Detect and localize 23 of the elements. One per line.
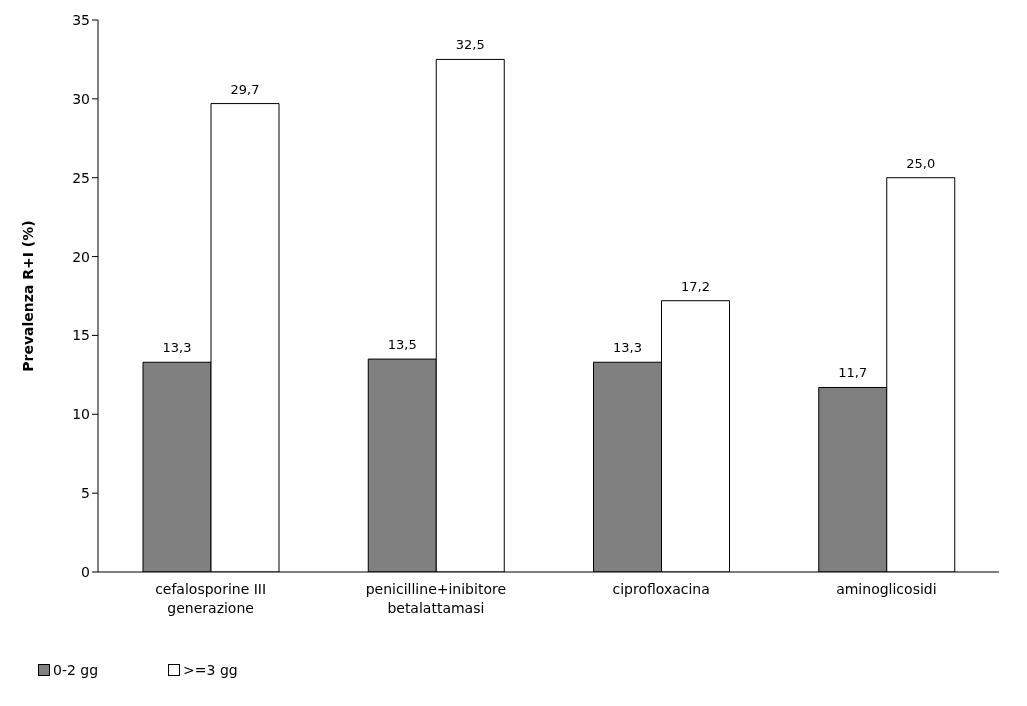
data-label: 25,0	[906, 155, 936, 171]
data-label: 32,5	[455, 37, 485, 53]
legend-label: 0-2 gg	[52, 662, 99, 678]
data-label: 29,7	[230, 81, 260, 97]
x-tick-label: aminoglicosidi	[836, 581, 937, 597]
y-axis-title: Prevalenza R+I (%)	[19, 220, 36, 372]
y-tick-label: 10	[72, 406, 90, 423]
legend-label: >=3 gg	[182, 662, 238, 678]
x-tick-label: ciprofloxacina	[612, 581, 710, 597]
data-label: 13,3	[162, 340, 192, 356]
x-tick-label: penicilline+inibitore betalattamasi	[365, 581, 507, 616]
data-label: 13,3	[613, 340, 642, 356]
y-tick-label: 5	[81, 485, 90, 502]
y-tick-label: 35	[72, 11, 90, 28]
y-tick-label: 15	[72, 327, 90, 344]
data-label: 13,5	[387, 337, 417, 353]
y-tick-label: 20	[72, 248, 90, 265]
y-tick-label: 0	[81, 563, 90, 580]
y-tick-label: 30	[72, 90, 90, 107]
y-tick-label: 25	[72, 169, 90, 186]
x-tick-label: cefalosporine III generazione	[155, 581, 267, 616]
data-label: 11,7	[838, 365, 868, 381]
data-label: 17,2	[681, 278, 710, 294]
